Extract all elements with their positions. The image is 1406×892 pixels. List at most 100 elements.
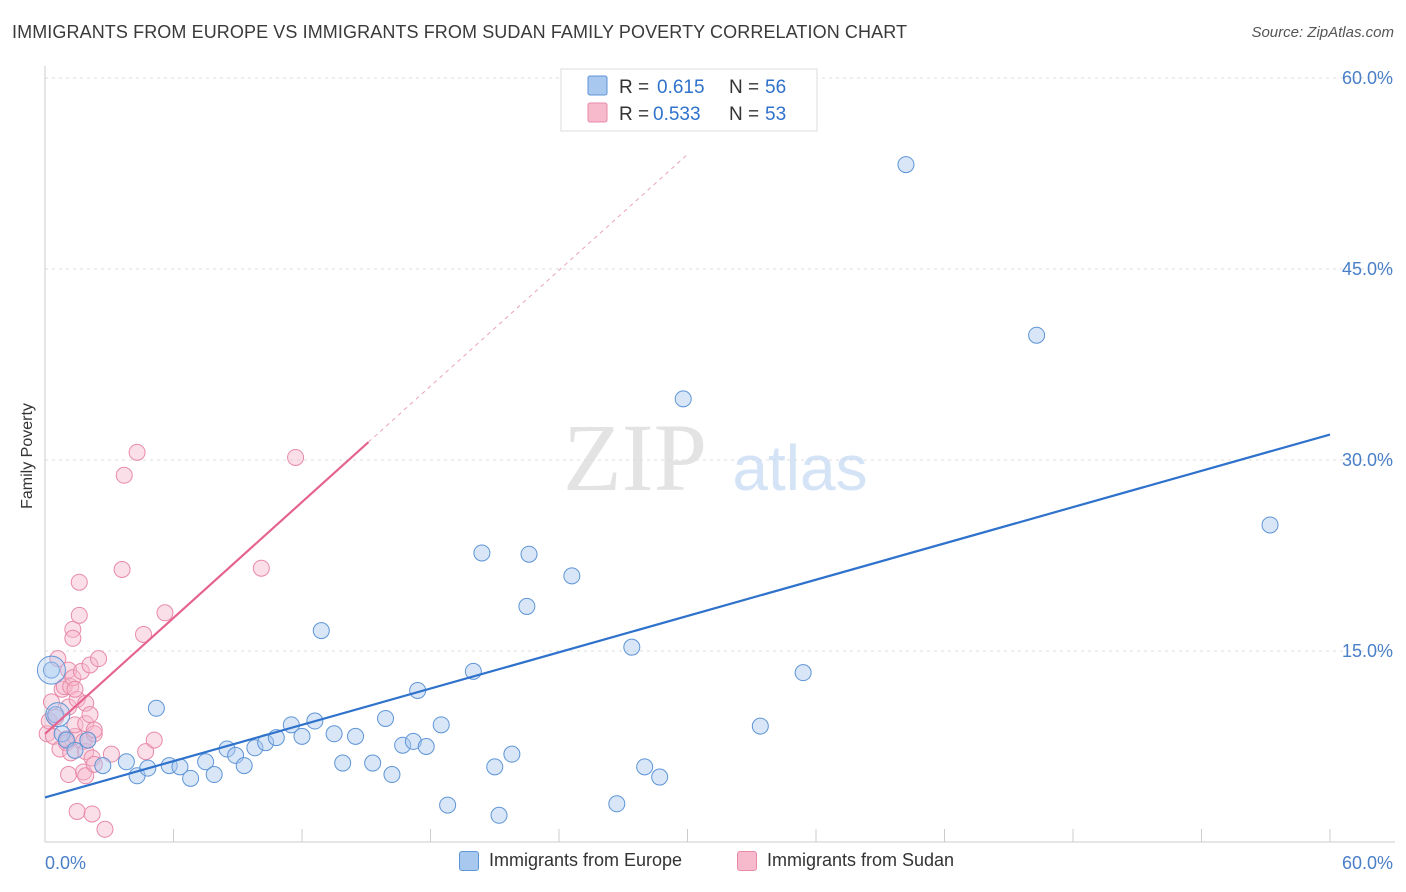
europe-point — [197, 753, 215, 771]
legend-europe-r-label: R = — [619, 77, 649, 98]
europe-point — [235, 757, 253, 775]
europe-point — [1028, 326, 1046, 344]
europe-point — [751, 717, 769, 735]
legend-sudan-r-value: 0.533 — [653, 104, 701, 125]
y-tick-label-1: 30.0% — [1342, 450, 1393, 470]
sudan-point — [287, 448, 305, 466]
sudan-point — [60, 766, 78, 784]
sudan-point — [115, 466, 133, 484]
europe-point — [636, 758, 654, 776]
legend-item-europe[interactable]: Immigrants from Europe — [459, 850, 682, 871]
sudan-point — [70, 573, 88, 591]
europe-cluster-point — [36, 655, 66, 685]
europe-point — [623, 638, 641, 656]
y-tick-label-3: 60.0% — [1342, 68, 1393, 88]
europe-point — [651, 768, 669, 786]
europe-point — [66, 741, 84, 759]
europe-point — [417, 738, 435, 755]
europe-cluster-point — [45, 702, 71, 728]
europe-point — [334, 754, 352, 772]
europe-point — [503, 745, 521, 763]
legend-bottom: Immigrants from Europe Immigrants from S… — [0, 850, 1406, 880]
sudan-point — [83, 805, 101, 823]
europe-point — [383, 766, 401, 784]
trend-lines — [44, 154, 1331, 799]
sudan-point — [137, 743, 155, 761]
sudan-point — [55, 678, 73, 696]
y-tick-label-2: 45.0% — [1342, 259, 1393, 279]
sudan-point — [128, 443, 146, 461]
europe-point — [608, 795, 626, 813]
sudan-point — [68, 690, 86, 708]
sudan-point — [102, 745, 120, 763]
sudan-point — [113, 561, 131, 579]
europe-point — [490, 806, 508, 824]
europe-point — [432, 716, 450, 734]
watermark: ZIP atlas — [563, 404, 868, 511]
legend-europe-label: Immigrants from Europe — [489, 850, 683, 870]
sudan-point — [135, 625, 153, 643]
europe-point — [439, 796, 457, 814]
europe-point — [563, 567, 581, 585]
tick-labels: 15.0% 30.0% 45.0% 60.0% 0.0% 60.0% — [45, 68, 1393, 873]
europe-point — [205, 766, 223, 784]
europe-point — [377, 709, 395, 727]
europe-point — [518, 597, 536, 615]
europe-point — [117, 753, 135, 771]
sudan-point — [85, 721, 103, 739]
sudan-point — [156, 604, 174, 622]
legend-item-sudan[interactable]: Immigrants from Sudan — [737, 850, 954, 871]
sudan-point — [68, 802, 86, 820]
legend-sudan-r-label: R = — [619, 104, 649, 125]
sudan-point — [64, 620, 82, 638]
europe-point — [1261, 516, 1279, 534]
europe-point — [182, 769, 200, 787]
sudan-point — [72, 662, 90, 680]
legend-europe-swatch-bottom — [459, 850, 479, 871]
series-europe-points — [36, 156, 1279, 824]
europe-trend-line — [44, 433, 1331, 799]
legend-sudan-n-label: N = — [729, 104, 759, 125]
europe-point — [42, 661, 60, 679]
europe-point — [147, 699, 165, 717]
sudan-point — [145, 731, 163, 749]
chart-title: IMMIGRANTS FROM EUROPE VS IMMIGRANTS FRO… — [12, 22, 908, 42]
sudan-point — [252, 559, 270, 577]
sudan-point — [85, 725, 103, 743]
europe-point — [347, 727, 365, 745]
series-sudan-points — [38, 443, 305, 838]
sudan-point — [70, 606, 88, 624]
legend-sudan-swatch — [587, 102, 608, 123]
legend-europe-r-value: 0.615 — [657, 77, 705, 98]
sudan-trend-extension — [368, 154, 688, 443]
europe-point — [325, 725, 343, 743]
europe-point — [794, 664, 812, 682]
axes — [44, 66, 1395, 843]
source-credit: Source: ZipAtlas.com — [1251, 24, 1394, 41]
x-tick-label-1: 60.0% — [1342, 853, 1393, 873]
legend-sudan-label: Immigrants from Sudan — [767, 850, 955, 870]
europe-point — [473, 544, 491, 562]
watermark-atlas: atlas — [732, 432, 867, 504]
grid-lines — [45, 77, 1395, 652]
sudan-point — [66, 680, 84, 698]
sudan-point — [81, 706, 99, 724]
europe-point — [312, 622, 330, 640]
europe-point — [79, 731, 97, 749]
sudan-point — [85, 755, 103, 773]
watermark-zip: ZIP — [563, 404, 707, 511]
europe-point — [394, 736, 412, 754]
europe-point — [897, 156, 915, 174]
europe-point — [520, 545, 538, 563]
sudan-point — [96, 820, 114, 838]
sudan-point — [90, 650, 108, 668]
sudan-point — [64, 629, 82, 647]
legend-sudan-swatch-bottom — [737, 850, 757, 871]
legend-europe-n-label: N = — [729, 77, 759, 98]
sudan-point — [66, 716, 84, 734]
legend-europe-n-value: 56 — [765, 77, 786, 98]
europe-point — [674, 390, 692, 408]
sudan-point — [77, 767, 95, 785]
sudan-trend-line — [44, 441, 370, 735]
